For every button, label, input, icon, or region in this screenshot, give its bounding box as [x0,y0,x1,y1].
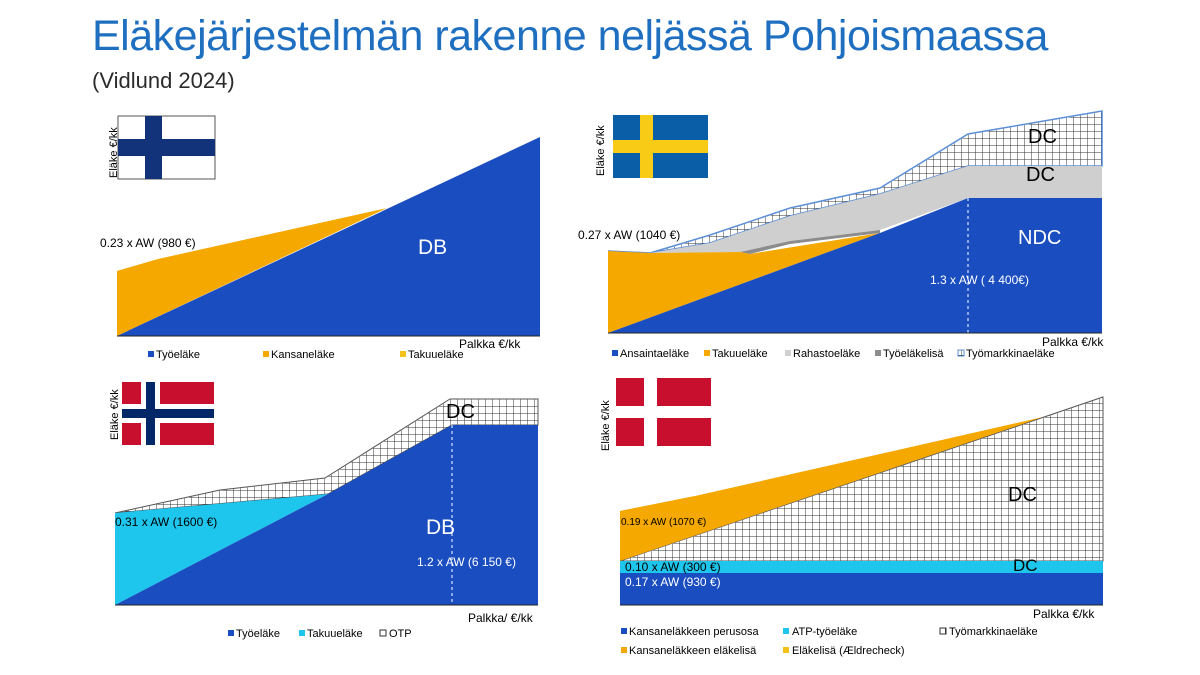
area-tyomarkkinaelake [607,110,1103,254]
area-kansanelake [117,208,387,336]
area-rahastoelake [650,166,1102,253]
legend-item: Työeläkelisä [883,348,944,360]
y-axis-label: Eläke €/kk [600,400,612,451]
page-title: Eläkejärjestelmän rakenne neljässä Pohjo… [92,12,1048,60]
legend-item: Ansaintaeläke [620,348,689,360]
legend-item: Kansaneläke [271,349,335,361]
x-axis-label: Palkka €/kk [459,337,521,351]
flag-norway [122,382,214,445]
legend-item: Työeläke [156,349,200,361]
legend-item: Kansaneläkkeen perusosa [629,626,760,638]
page-subtitle: (Vidlund 2024) [92,68,235,93]
x-axis-label: Palkka €/kk [1033,607,1095,621]
legend-item: Työmarkkinaeläke [966,348,1055,360]
annotation-dc-top: DC [1008,484,1037,506]
annotation-dc-top: DC [1028,126,1057,148]
chart-finland: Eläke €/kk 0.23 x AW (980 €) DB Palkka €… [100,115,540,361]
legend-item: Takuueläke [307,628,363,640]
legend-item: Rahastoeläke [793,348,860,360]
y-axis-label: Eläke €/kk [108,127,120,178]
legend-item: OTP [389,628,412,640]
x-axis-label: Palkka/ €/kk [468,611,534,625]
annotation-floor: 0.23 x AW (980 €) [100,236,196,250]
chart-denmark: Eläke €/kk DC 0.19 x AW (1070 €) 0.10 x … [600,378,1104,657]
legend-item: Takuueläke [712,348,768,360]
area-tyoelakelisa [740,230,880,254]
legend-item: Kansaneläkkeen eläkelisä [629,645,757,657]
area-tyoelake [117,137,540,336]
annotation-db: DB [426,516,455,539]
legend: Työeläke Takuueläke OTP [228,628,412,640]
chart-sweden: Eläke €/kk 0.27 x AW (1040 €) DC DC NDC … [578,110,1104,360]
annotation-ceiling: 1.3 x AW ( 4 400€) [930,273,1029,287]
annotation-floor: 0.27 x AW (1040 €) [578,228,680,242]
flag-sweden [613,115,708,178]
legend-item: ATP-työeläke [792,626,857,638]
annotation-floor: 0.31 x AW (1600 €) [115,515,217,529]
annotation-atp: 0.10 x AW (300 €) [625,560,721,574]
area-ansaintaelake [608,198,1102,333]
area-kansanelakkeen-perusosa [620,573,1103,605]
annotation-ceiling: 1.2 x AW (6 150 €) [417,555,516,569]
chart-norway: Eläke €/kk 0.31 x AW (1600 €) DC DB 1.2 … [109,382,539,640]
y-axis-label: Eläke €/kk [595,125,607,176]
legend: Työeläke Kansaneläke Takuueläke [148,349,464,361]
annotation-supplement: 0.19 x AW (1070 €) [621,517,706,528]
flag-denmark [616,378,711,446]
area-tyoelake [115,425,538,605]
x-axis-label: Palkka €/kk [1042,335,1104,349]
annotation-base: 0.17 x AW (930 €) [625,575,721,589]
legend: Kansaneläkkeen perusosa ATP-työeläke Työ… [621,626,1038,657]
annotation-dc-mid: DC [1026,164,1055,186]
area-atp-tyoelake [620,561,1103,573]
legend: Ansaintaeläke Takuueläke Rahastoeläke Ty… [612,348,1055,360]
annotation-ndc: NDC [1018,227,1061,249]
annotation-db: DB [418,236,447,259]
area-kansanelakkeen-elakelisa [620,417,1043,561]
annotation-dc: DC [446,401,475,423]
legend-item: Työmarkkinaeläke [949,626,1038,638]
legend-item: Työeläke [236,628,280,640]
legend-item: Takuueläke [408,349,464,361]
annotation-dc-low: DC [1013,556,1038,575]
y-axis-label: Eläke €/kk [109,389,121,440]
flag-finland [117,115,216,180]
legend-item: Eläkelisä (Ældrecheck) [792,645,904,657]
